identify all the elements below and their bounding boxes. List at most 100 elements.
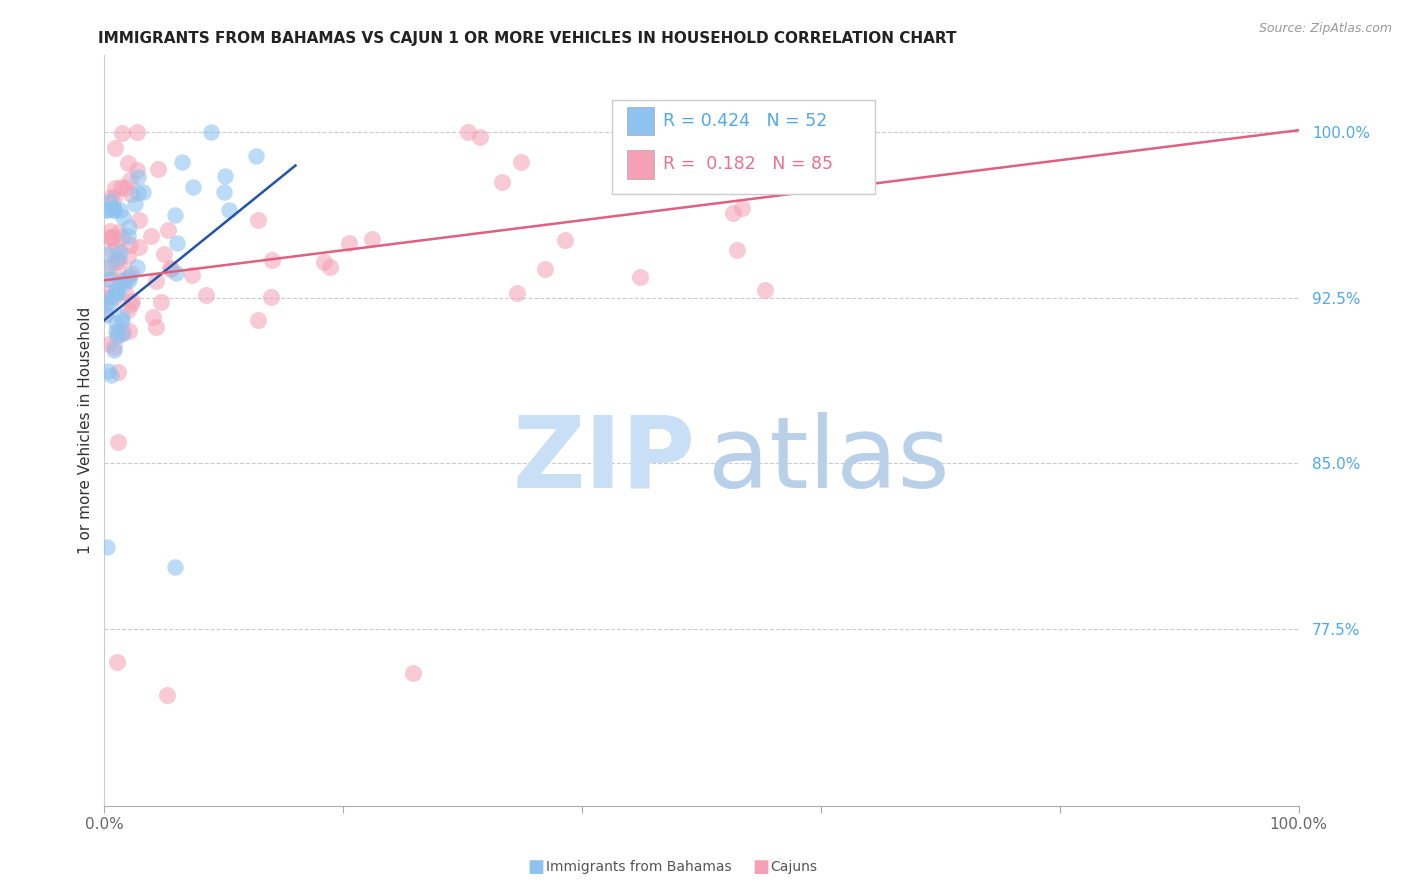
Text: IMMIGRANTS FROM BAHAMAS VS CAJUN 1 OR MORE VEHICLES IN HOUSEHOLD CORRELATION CHA: IMMIGRANTS FROM BAHAMAS VS CAJUN 1 OR MO… bbox=[98, 31, 957, 46]
Point bbox=[94, 285, 117, 300]
Point bbox=[181, 180, 204, 194]
Point bbox=[149, 294, 172, 309]
Point bbox=[101, 230, 124, 244]
Point bbox=[128, 240, 150, 254]
Point bbox=[117, 324, 139, 338]
Point bbox=[100, 259, 122, 273]
Text: R =  0.182   N = 85: R = 0.182 N = 85 bbox=[664, 155, 834, 173]
Point bbox=[97, 336, 120, 351]
Point bbox=[218, 202, 240, 217]
Point bbox=[108, 245, 131, 260]
Point bbox=[107, 655, 129, 669]
Point bbox=[103, 202, 125, 217]
Point bbox=[506, 285, 529, 300]
Point bbox=[247, 312, 270, 326]
Point bbox=[94, 247, 117, 261]
Point bbox=[815, 125, 838, 139]
Point bbox=[120, 238, 142, 252]
Point bbox=[110, 180, 132, 194]
Text: ■: ■ bbox=[752, 858, 769, 876]
Point bbox=[125, 162, 148, 177]
Point bbox=[104, 141, 127, 155]
Point bbox=[127, 169, 149, 184]
Text: atlas: atlas bbox=[707, 412, 949, 508]
Point bbox=[754, 284, 776, 298]
Point bbox=[96, 292, 118, 306]
Point bbox=[97, 261, 120, 276]
Point bbox=[145, 320, 167, 334]
Point bbox=[117, 268, 139, 283]
Point bbox=[101, 244, 124, 258]
Point bbox=[107, 251, 129, 265]
Bar bbox=[627, 151, 654, 179]
Point bbox=[200, 125, 222, 139]
Point bbox=[112, 277, 135, 291]
Point bbox=[108, 202, 131, 217]
Point bbox=[100, 190, 122, 204]
Point bbox=[166, 235, 188, 250]
Point bbox=[104, 290, 127, 304]
Point bbox=[110, 313, 132, 327]
Point bbox=[98, 231, 121, 245]
Point bbox=[114, 181, 136, 195]
Point bbox=[212, 185, 235, 199]
Point bbox=[94, 297, 117, 311]
Point bbox=[319, 260, 342, 274]
Text: R = 0.424   N = 52: R = 0.424 N = 52 bbox=[664, 112, 828, 130]
Point bbox=[165, 560, 187, 574]
Point bbox=[107, 285, 129, 300]
Point bbox=[100, 272, 122, 286]
Point bbox=[754, 162, 776, 177]
Point bbox=[245, 149, 267, 163]
Point bbox=[260, 253, 283, 268]
Point bbox=[108, 272, 131, 286]
Point bbox=[97, 364, 120, 378]
FancyBboxPatch shape bbox=[612, 100, 875, 194]
Point bbox=[628, 270, 651, 285]
Point bbox=[118, 220, 141, 235]
Point bbox=[117, 229, 139, 244]
Point bbox=[141, 229, 163, 244]
Point bbox=[752, 178, 775, 193]
Y-axis label: 1 or more Vehicles in Household: 1 or more Vehicles in Household bbox=[79, 307, 93, 554]
Point bbox=[246, 212, 269, 227]
Point bbox=[725, 243, 748, 257]
Point bbox=[105, 255, 128, 269]
Point bbox=[124, 197, 146, 211]
Point bbox=[214, 169, 236, 183]
Point bbox=[100, 294, 122, 309]
Point bbox=[120, 266, 142, 280]
Point bbox=[118, 173, 141, 187]
Point bbox=[111, 326, 134, 341]
Point bbox=[98, 229, 121, 244]
Point bbox=[152, 247, 174, 261]
Point bbox=[111, 230, 134, 244]
Point bbox=[146, 162, 169, 177]
Point bbox=[97, 272, 120, 286]
Point bbox=[723, 206, 745, 220]
Point bbox=[94, 308, 117, 322]
Point bbox=[165, 266, 187, 280]
Point bbox=[337, 236, 360, 251]
Text: Immigrants from Bahamas: Immigrants from Bahamas bbox=[546, 860, 731, 874]
Point bbox=[120, 297, 142, 311]
Text: ■: ■ bbox=[527, 858, 544, 876]
Point bbox=[101, 289, 124, 303]
Text: ZIP: ZIP bbox=[513, 412, 696, 508]
Point bbox=[117, 303, 139, 318]
Point bbox=[156, 222, 179, 236]
Point bbox=[117, 249, 139, 263]
Point bbox=[111, 325, 134, 339]
Point bbox=[100, 368, 122, 382]
Point bbox=[96, 202, 118, 217]
Point bbox=[156, 688, 179, 702]
Point bbox=[107, 366, 129, 380]
Point bbox=[107, 435, 129, 450]
Bar bbox=[627, 107, 654, 136]
Text: Cajuns: Cajuns bbox=[770, 860, 817, 874]
Point bbox=[103, 343, 125, 358]
Point bbox=[401, 666, 423, 681]
Point bbox=[104, 241, 127, 255]
Point bbox=[105, 285, 128, 300]
Point bbox=[105, 329, 128, 343]
